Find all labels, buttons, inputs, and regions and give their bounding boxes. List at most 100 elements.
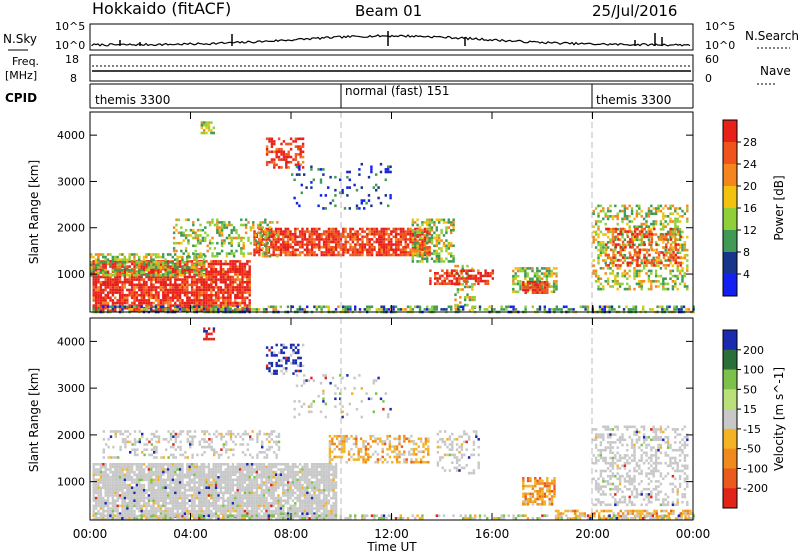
- power-cell: [325, 245, 328, 249]
- power-cell: [200, 309, 203, 313]
- velocity-cell: [106, 494, 110, 497]
- velocity-cell: [162, 478, 165, 482]
- velocity-cell: [150, 509, 153, 513]
- power-cell: [674, 285, 677, 288]
- power-cell: [199, 223, 202, 227]
- power-cell: [628, 285, 631, 288]
- power-cell: [150, 288, 153, 292]
- power-cell: [416, 239, 419, 242]
- velocity-cell: [152, 517, 155, 521]
- power-cell: [205, 283, 208, 287]
- power-cell: [645, 212, 648, 215]
- power-cell: [505, 305, 508, 309]
- power-cell: [324, 207, 327, 210]
- power-cell: [123, 275, 127, 279]
- velocity-cell: [147, 465, 151, 469]
- power-cell: [597, 243, 600, 247]
- velocity-cell: [159, 512, 163, 515]
- power-cell: [524, 274, 527, 278]
- velocity-cell: [193, 483, 196, 487]
- power-cell: [616, 228, 619, 231]
- power-cell: [433, 236, 436, 240]
- velocity-cell: [159, 483, 163, 487]
- power-cell: [169, 275, 172, 279]
- power-cell: [666, 308, 669, 311]
- velocity-cell: [176, 489, 179, 492]
- power-cell: [210, 296, 213, 300]
- power-cell: [126, 280, 129, 284]
- power-cell: [249, 241, 253, 245]
- colorbar-swatch: [723, 230, 737, 253]
- power-cell: [235, 236, 238, 240]
- velocity-cell: [104, 468, 107, 471]
- power-cell: [394, 232, 398, 236]
- power-cell: [276, 221, 279, 224]
- power-cell: [640, 215, 643, 218]
- power-cell: [178, 308, 182, 311]
- velocity-cell: [176, 509, 179, 513]
- power-cell: [231, 278, 235, 281]
- power-cell: [671, 246, 675, 249]
- power-cell: [366, 227, 369, 231]
- velocity-cell: [186, 468, 189, 471]
- power-cell: [186, 291, 189, 294]
- velocity-cell: [159, 463, 163, 466]
- power-cell: [154, 286, 158, 289]
- velocity-cell: [152, 509, 155, 513]
- power-cell: [654, 222, 658, 226]
- power-cell: [268, 140, 271, 143]
- power-cell: [368, 240, 371, 244]
- power-cell: [638, 251, 642, 254]
- power-cell: [632, 308, 635, 311]
- velocity-cell: [104, 463, 107, 466]
- power-cell: [611, 280, 615, 283]
- power-cell: [550, 274, 553, 278]
- power-cell: [219, 288, 223, 292]
- power-cell: [246, 260, 249, 263]
- power-cell: [674, 225, 677, 228]
- power-cell: [678, 207, 682, 210]
- power-cell: [187, 252, 190, 255]
- velocity-cell: [188, 463, 191, 466]
- power-cell: [607, 253, 610, 257]
- power-cell: [545, 277, 549, 281]
- power-cell: [616, 280, 619, 283]
- power-cell: [171, 296, 175, 300]
- power-cell: [214, 267, 218, 271]
- power-cell: [382, 248, 386, 252]
- power-cell: [643, 227, 646, 231]
- power-cell: [180, 241, 183, 245]
- power-cell: [264, 228, 267, 232]
- velocity-cell: [126, 496, 129, 500]
- power-cell: [669, 251, 672, 254]
- velocity-cell: [92, 494, 95, 497]
- power-cell: [325, 305, 328, 309]
- velocity-cell: [166, 507, 170, 510]
- power-cell: [621, 243, 625, 246]
- power-cell: [111, 286, 115, 289]
- power-cell: [229, 299, 232, 302]
- velocity-cell: [114, 483, 117, 487]
- power-cell: [202, 266, 206, 269]
- power-cell: [213, 247, 217, 250]
- power-cell: [662, 235, 666, 239]
- velocity-cell: [118, 483, 122, 487]
- power-cell: [147, 299, 151, 302]
- power-cell: [90, 274, 93, 277]
- power-cell: [109, 278, 112, 281]
- power-cell: [414, 235, 417, 239]
- velocity-cell: [193, 468, 196, 471]
- power-cell: [597, 280, 600, 283]
- power-cell: [319, 178, 323, 182]
- power-cell: [599, 251, 603, 254]
- power-cell: [418, 228, 422, 232]
- power-cell: [626, 264, 630, 267]
- cpid-segment-label-1: themis 3300: [95, 93, 170, 107]
- power-cell: [310, 238, 314, 241]
- power-cell: [268, 231, 272, 235]
- velocity-cell: [114, 473, 117, 476]
- power-cell: [671, 285, 675, 288]
- power-cell: [178, 265, 182, 268]
- power-cell: [629, 230, 632, 233]
- power-cell: [229, 275, 232, 279]
